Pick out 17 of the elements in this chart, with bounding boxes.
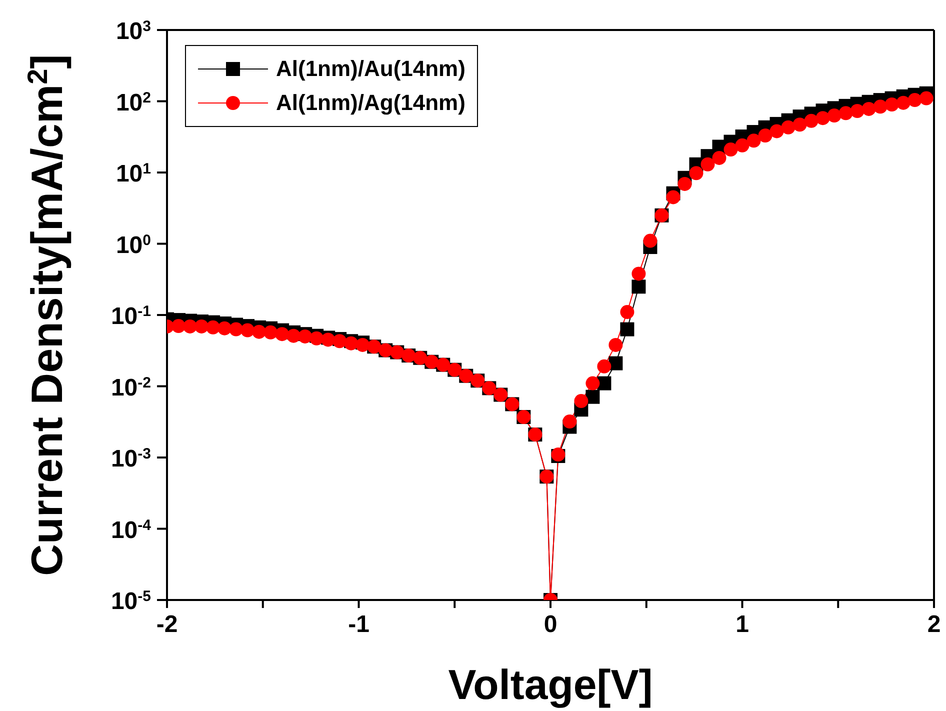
x-tick-label: -1 [348,611,370,638]
y-tick-label: 10$^{-5}$ [110,588,151,615]
x-axis-title: Voltage[V] [448,661,653,708]
x-tick-label: 2 [927,611,941,638]
y-tick-label: 10$^{2}$ [116,88,151,116]
legend-label: Al(1nm)/Ag(14nm) [276,90,466,116]
y-tick-label: 10$^{0}$ [116,231,151,259]
y-tick-label: 10$^{-2}$ [110,374,151,402]
x-tick-label: 1 [736,611,749,638]
y-tick-label: 10$^{-1}$ [110,302,151,330]
x-tick-label: -2 [156,611,178,638]
y-tick-label: 10$^{-3}$ [110,445,151,472]
x-tick-label: 0 [544,611,558,638]
y-tick-label: 10$^{1}$ [116,160,151,188]
y-tick-label: 10$^{-4}$ [110,516,152,544]
legend-label: Al(1nm)/Au(14nm) [276,56,466,82]
y-tick-label: 10$^{3}$ [116,18,151,45]
